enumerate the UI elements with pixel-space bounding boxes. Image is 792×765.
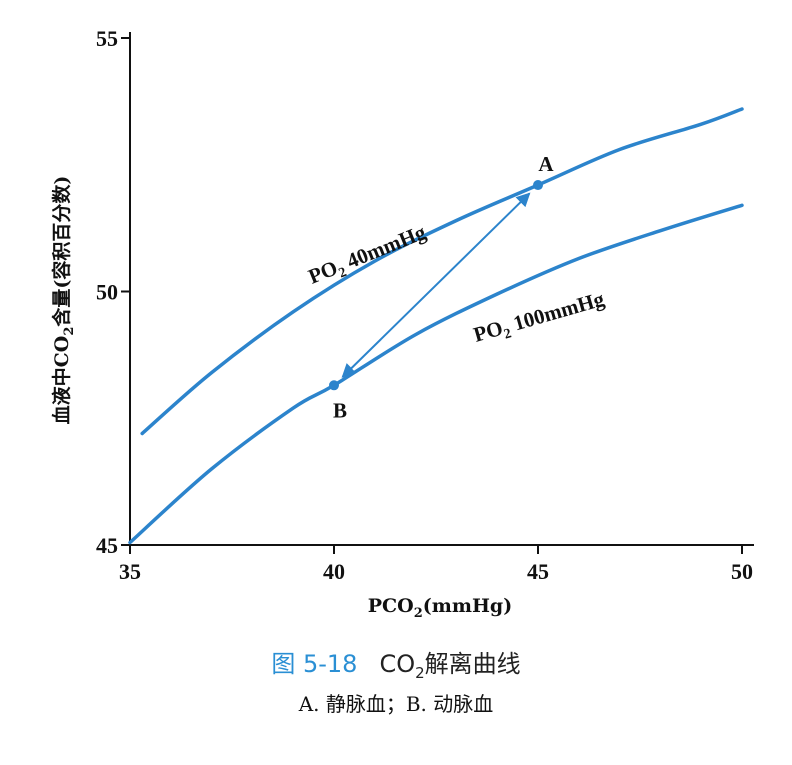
- x-tick-label: 40: [323, 559, 345, 584]
- figure-subtitle: A. 静脉血；B. 动脉血: [298, 692, 494, 716]
- point-label-a: A: [538, 152, 554, 176]
- y-axis-title: 血液中CO2含量(容积百分数): [50, 176, 77, 425]
- point-marker-b: [329, 380, 339, 391]
- y-tick-label: 55: [96, 26, 118, 51]
- figure-title-sub: 2: [415, 663, 425, 682]
- series-layer: [128, 107, 744, 545]
- a-b-double-arrow: [341, 192, 531, 378]
- series-line-1: [128, 203, 744, 545]
- y-tick-label: 50: [96, 280, 118, 305]
- point-label-b: B: [333, 398, 347, 422]
- x-tick-label: 45: [527, 559, 549, 584]
- series-line-0: [140, 107, 744, 436]
- x-tick-label: 50: [731, 559, 753, 584]
- points-layer: AB: [329, 152, 554, 422]
- x-axis-title: PCO2(mmHg): [368, 595, 512, 621]
- figure-caption: 图 5-18 CO2解离曲线: [0, 644, 792, 682]
- figure-number: 图 5-18: [271, 650, 358, 678]
- point-marker-a: [533, 180, 543, 191]
- axes: [121, 32, 754, 554]
- figure-title-main: CO: [379, 650, 416, 678]
- series-label-po2-40: PO2 40mmHg: [305, 220, 431, 293]
- y-tick-label: 45: [96, 533, 118, 558]
- tick-labels: 35 40 45 50 45 50 55: [96, 26, 753, 584]
- figure-title-rest: 解离曲线: [424, 650, 521, 678]
- x-tick-label: 35: [119, 559, 141, 584]
